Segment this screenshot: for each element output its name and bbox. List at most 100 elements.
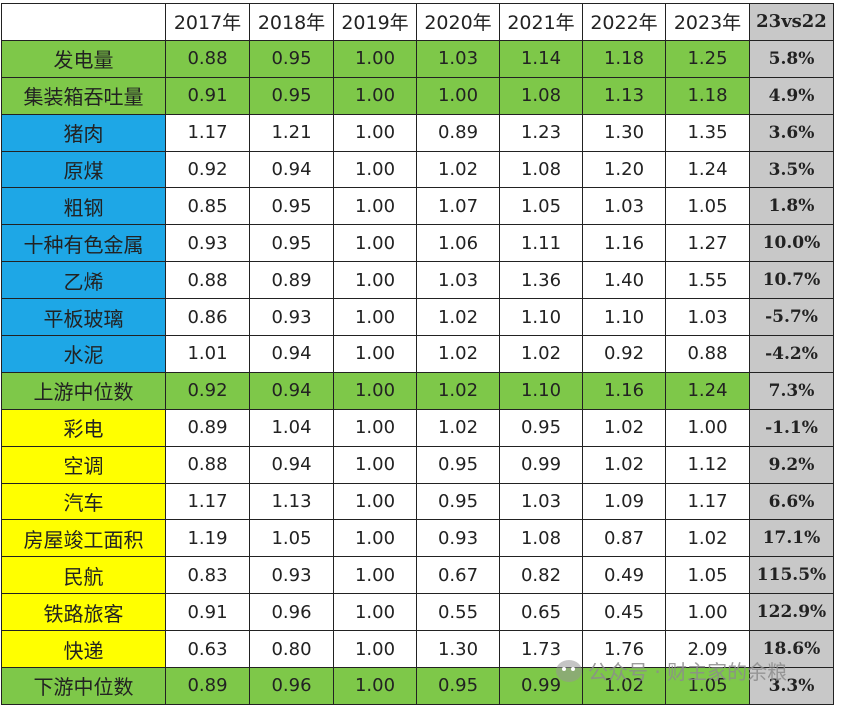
value-cell: 0.89 — [416, 113, 500, 152]
row-label: 房屋竣工面积 — [1, 519, 166, 558]
value-cell: 1.03 — [416, 261, 500, 300]
value-cell: 1.20 — [582, 150, 666, 189]
value-cell: 0.93 — [249, 298, 334, 337]
table-row: 快递 0.63 0.80 1.00 1.30 1.73 1.76 2.09 18.6% — [1, 630, 834, 669]
row-label: 十种有色金属 — [1, 224, 166, 263]
value-cell: 0.93 — [165, 224, 250, 263]
value-cell: 1.25 — [665, 39, 750, 78]
value-cell: 1.00 — [333, 667, 417, 705]
value-cell: 0.95 — [249, 224, 334, 263]
value-cell: 0.82 — [499, 556, 583, 595]
value-cell: 0.94 — [249, 445, 334, 484]
table-row: 原煤 0.92 0.94 1.00 1.02 1.08 1.20 1.24 3.5% — [1, 150, 834, 189]
value-cell: 1.01 — [165, 335, 250, 373]
row-label: 彩电 — [1, 408, 166, 447]
value-cell: 0.67 — [416, 556, 500, 595]
change-cell: 9.2% — [749, 445, 834, 484]
value-cell: 0.96 — [249, 593, 334, 632]
row-label: 汽车 — [1, 482, 166, 521]
value-cell: 1.09 — [582, 482, 666, 521]
value-cell: 1.00 — [333, 371, 417, 410]
table-row: 发电量 0.88 0.95 1.00 1.03 1.14 1.18 1.25 5.8% — [1, 39, 834, 78]
table-row: 上游中位数 0.92 0.94 1.00 1.02 1.10 1.16 1.24 7.3% — [1, 371, 834, 410]
value-cell: 0.45 — [582, 593, 666, 632]
year-header: 2021年 — [499, 3, 583, 41]
change-cell: -5.7% — [749, 298, 834, 337]
value-cell: 0.89 — [165, 408, 250, 447]
year-header: 2019年 — [333, 3, 417, 41]
data-table: 2017年 2018年 2019年 2020年 2021年 2022年 2023… — [1, 3, 834, 705]
value-cell: 0.99 — [499, 445, 583, 484]
value-cell: 0.96 — [249, 667, 334, 705]
value-cell: 0.88 — [665, 335, 750, 373]
value-cell: 0.94 — [249, 335, 334, 373]
value-cell: 1.05 — [665, 556, 750, 595]
value-cell: 1.03 — [499, 482, 583, 521]
value-cell: 1.12 — [665, 445, 750, 484]
value-cell: 0.87 — [582, 519, 666, 558]
value-cell: 0.83 — [165, 556, 250, 595]
value-cell: 0.88 — [165, 445, 250, 484]
value-cell: 0.91 — [165, 593, 250, 632]
value-cell: 1.00 — [333, 39, 417, 78]
value-cell: 1.13 — [249, 482, 334, 521]
value-cell: 0.88 — [165, 261, 250, 300]
value-cell: 1.00 — [333, 593, 417, 632]
value-cell: 1.06 — [416, 224, 500, 263]
year-header: 2018年 — [249, 3, 334, 41]
table-row: 集装箱吞吐量 0.91 0.95 1.00 1.00 1.08 1.13 1.18 4.9% — [1, 76, 834, 115]
value-cell: 1.02 — [582, 408, 666, 447]
value-cell: 0.80 — [249, 630, 334, 669]
row-label: 平板玻璃 — [1, 298, 166, 337]
value-cell: 1.04 — [249, 408, 334, 447]
value-cell: 1.08 — [499, 150, 583, 189]
change-cell: 7.3% — [749, 371, 834, 410]
value-cell: 1.05 — [665, 667, 750, 705]
value-cell: 0.91 — [165, 76, 250, 115]
value-cell: 0.94 — [249, 150, 334, 189]
change-cell: -1.1% — [749, 408, 834, 447]
value-cell: 1.17 — [165, 482, 250, 521]
value-cell: 0.55 — [416, 593, 500, 632]
value-cell: 0.89 — [249, 261, 334, 300]
value-cell: 0.89 — [165, 667, 250, 705]
row-label: 猪肉 — [1, 113, 166, 152]
value-cell: 1.00 — [333, 187, 417, 226]
value-cell: 0.95 — [416, 482, 500, 521]
table-row: 猪肉 1.17 1.21 1.00 0.89 1.23 1.30 1.35 3.6% — [1, 113, 834, 152]
table-row: 平板玻璃 0.86 0.93 1.00 1.02 1.10 1.10 1.03 -5.7% — [1, 298, 834, 337]
value-cell: 0.95 — [249, 39, 334, 78]
value-cell: 0.65 — [499, 593, 583, 632]
value-cell: 1.13 — [582, 76, 666, 115]
change-cell: 3.5% — [749, 150, 834, 189]
row-label: 发电量 — [1, 39, 166, 78]
change-cell: 10.7% — [749, 261, 834, 300]
value-cell: 1.08 — [499, 76, 583, 115]
value-cell: 1.02 — [582, 667, 666, 705]
value-cell: 1.18 — [582, 39, 666, 78]
value-cell: 1.30 — [416, 630, 500, 669]
header-row: 2017年 2018年 2019年 2020年 2021年 2022年 2023… — [1, 3, 834, 41]
table-row: 十种有色金属 0.93 0.95 1.00 1.06 1.11 1.16 1.27 10.0% — [1, 224, 834, 263]
value-cell: 0.92 — [165, 150, 250, 189]
value-cell: 1.03 — [416, 39, 500, 78]
value-cell: 1.00 — [333, 261, 417, 300]
value-cell: 0.86 — [165, 298, 250, 337]
change-cell: 3.3% — [749, 667, 834, 705]
year-header: 2023年 — [665, 3, 750, 41]
value-cell: 1.00 — [333, 335, 417, 373]
row-label: 水泥 — [1, 335, 166, 373]
change-cell: 4.9% — [749, 76, 834, 115]
value-cell: 1.00 — [665, 408, 750, 447]
value-cell: 0.93 — [416, 519, 500, 558]
table-row: 下游中位数 0.89 0.96 1.00 0.95 0.99 1.02 1.05 3.3% — [1, 667, 834, 705]
change-cell: -4.2% — [749, 335, 834, 373]
value-cell: 1.00 — [333, 556, 417, 595]
value-cell: 1.17 — [665, 482, 750, 521]
value-cell: 1.19 — [165, 519, 250, 558]
value-cell: 1.55 — [665, 261, 750, 300]
change-cell: 1.8% — [749, 187, 834, 226]
value-cell: 1.00 — [333, 298, 417, 337]
value-cell: 1.36 — [499, 261, 583, 300]
value-cell: 1.02 — [416, 298, 500, 337]
